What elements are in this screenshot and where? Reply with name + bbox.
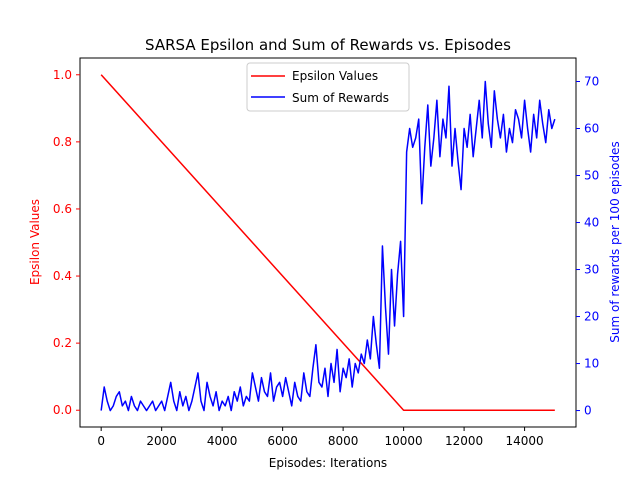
legend-box [246,62,410,112]
left-tick-label: 0.6 [53,202,72,216]
x-axis-label: Episodes: Iterations [269,456,387,470]
left-tick-label: 0.8 [53,135,72,149]
plot-lines [100,74,556,412]
right-tick-label: 40 [584,216,599,230]
left-axis-label: Epsilon Values [28,199,42,285]
x-tick-label: 14000 [505,434,543,448]
right-tick-label: 50 [584,169,599,183]
x-tick-label: 10000 [385,434,423,448]
left-axis-ticks: 0.0 0.2 0.4 0.6 0.8 1.0 [53,68,80,417]
x-axis-ticks: 0 2000 4000 6000 8000 10000 12000 14000 [97,427,544,448]
left-tick-label: 1.0 [53,68,72,82]
x-tick-label: 0 [97,434,105,448]
right-tick-label: 10 [584,357,599,371]
legend-label-rewards: Sum of Rewards [292,91,389,105]
x-tick-label: 8000 [328,434,359,448]
right-tick-label: 70 [584,75,599,89]
right-axis-label: Sum of rewards per 100 episodes [608,141,622,342]
left-tick-label: 0.2 [53,336,72,350]
x-tick-label: 2000 [146,434,177,448]
right-tick-label: 20 [584,310,599,324]
right-tick-label: 0 [584,404,592,418]
legend-label-epsilon: Epsilon Values [292,69,378,83]
x-tick-label: 4000 [207,434,238,448]
right-tick-label: 30 [584,263,599,277]
left-tick-label: 0.4 [53,269,72,283]
x-tick-label: 12000 [445,434,483,448]
plot-frame [79,57,577,428]
x-tick-label: 6000 [267,434,298,448]
chart-title: SARSA Epsilon and Sum of Rewards vs. Epi… [145,36,511,54]
left-tick-label: 0.0 [53,403,72,417]
right-axis-ticks: 0 10 20 30 40 50 60 70 [576,75,599,418]
series-line-rewards [100,80,556,412]
right-tick-label: 60 [584,122,599,136]
series-line-epsilon [100,74,555,411]
legend: Epsilon Values Sum of Rewards [246,62,410,112]
